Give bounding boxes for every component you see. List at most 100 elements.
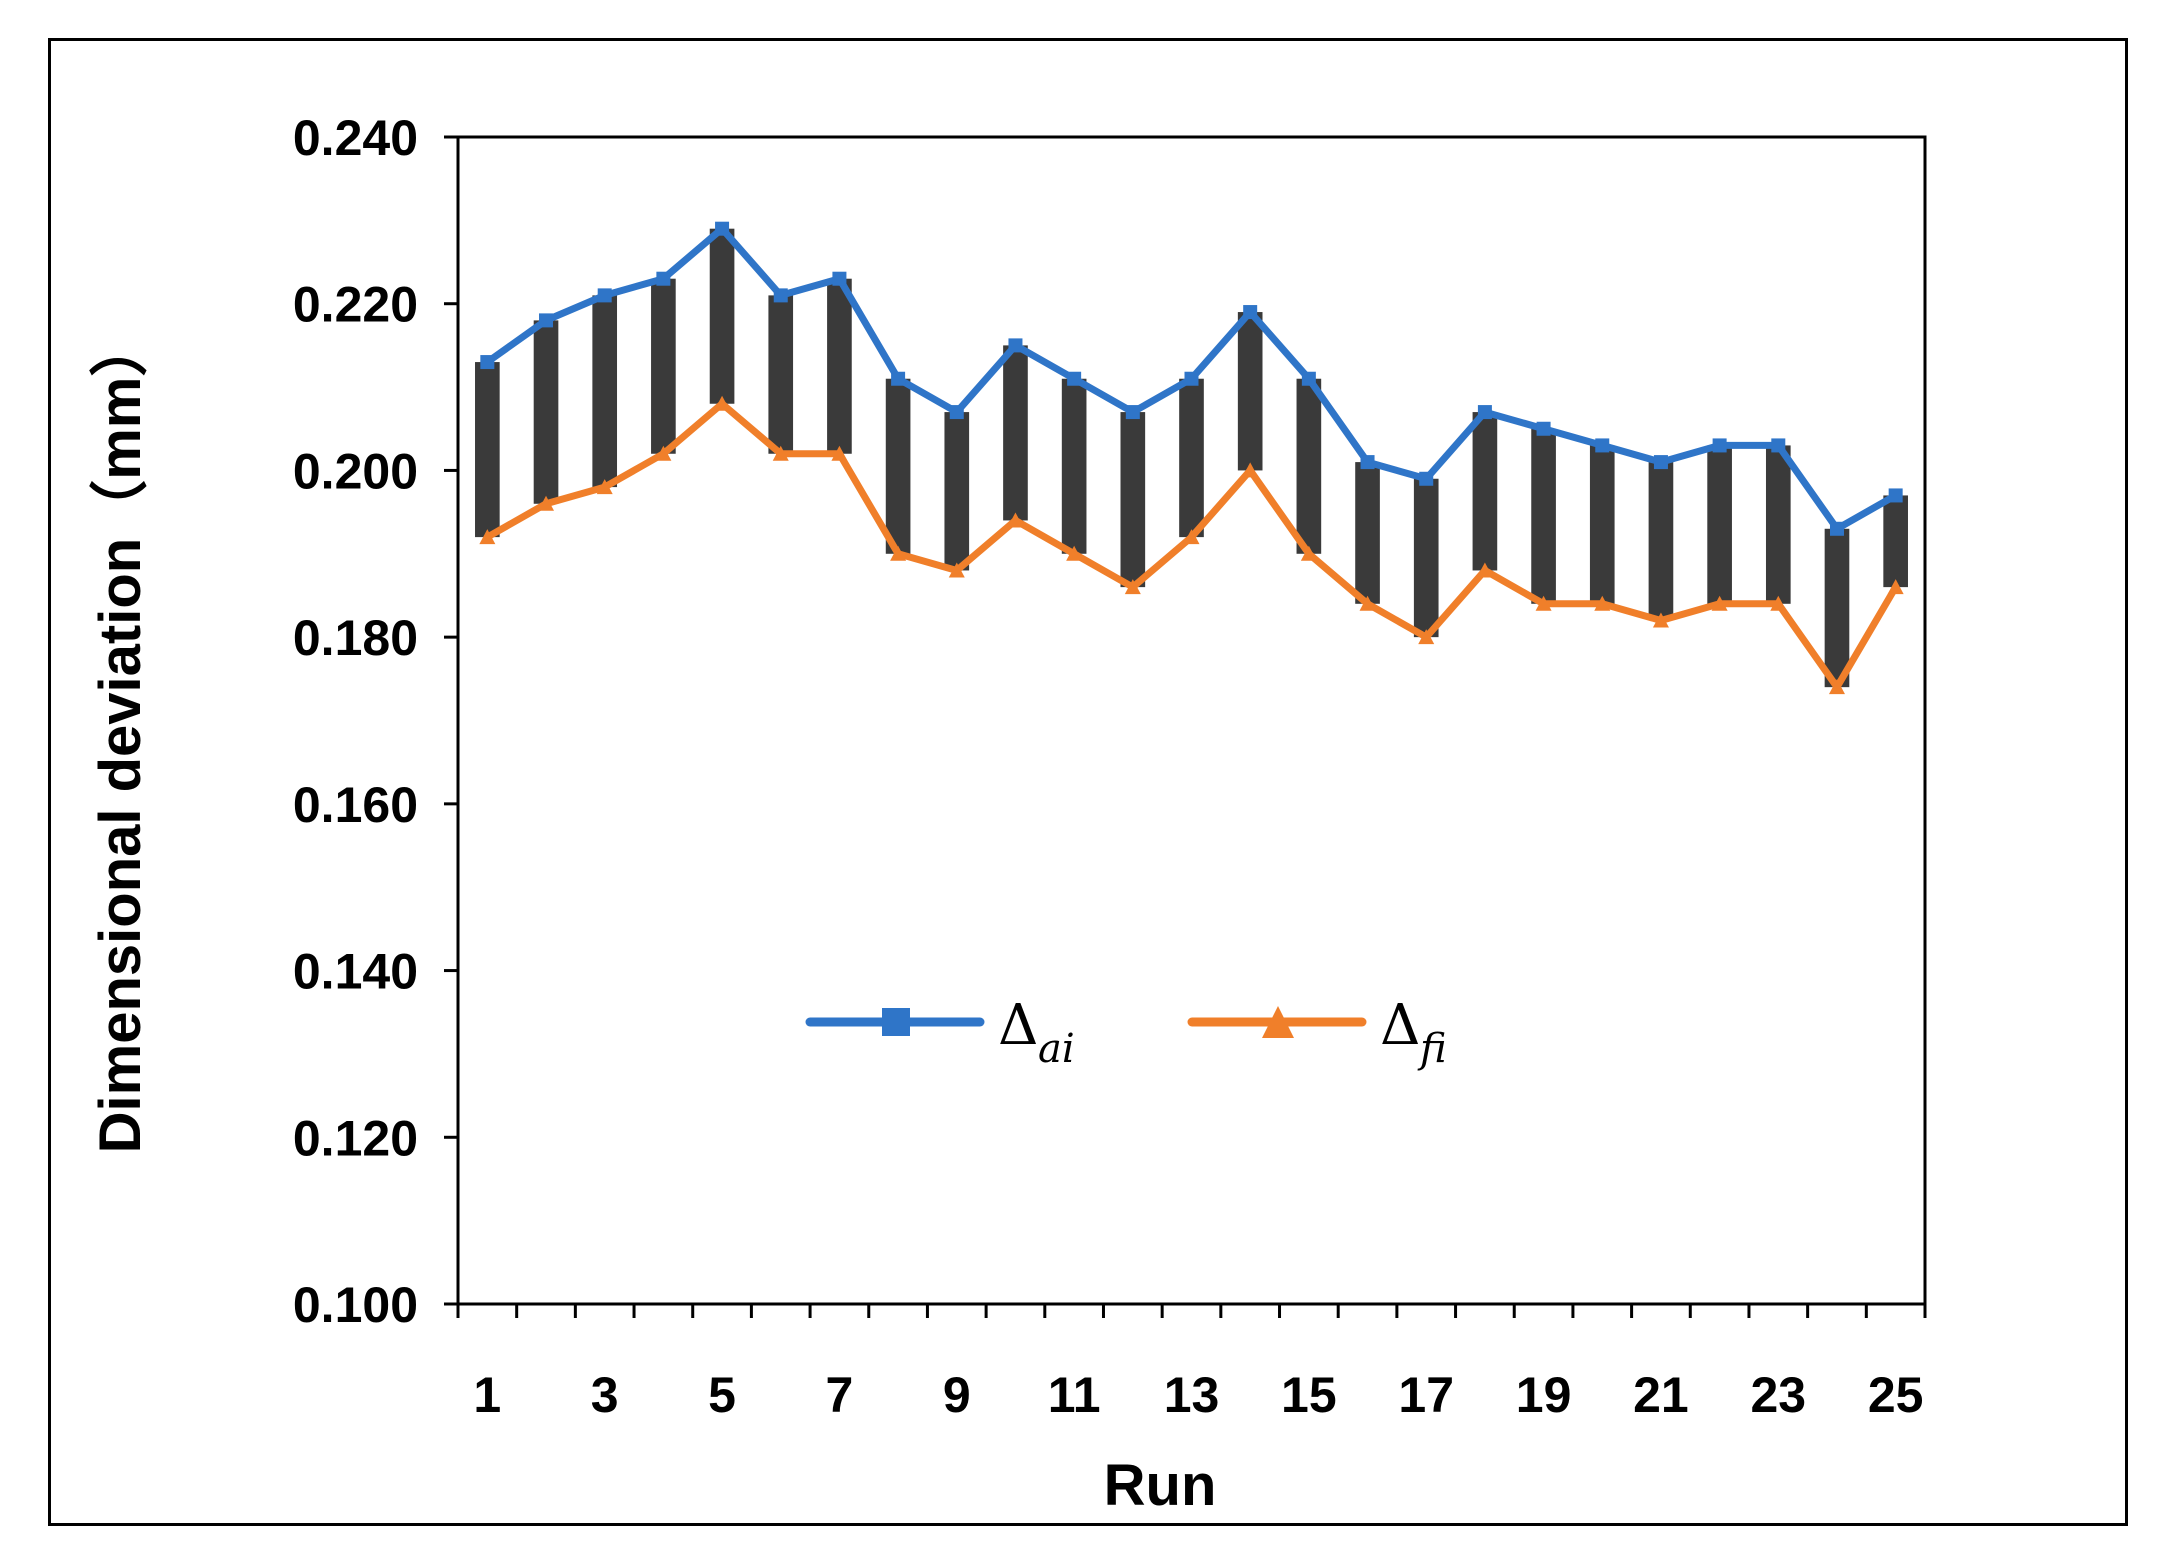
legend-marker-ai	[882, 1008, 910, 1036]
difference-bar	[1179, 378, 1204, 538]
data-point-fi	[1652, 612, 1669, 628]
data-point-ai	[1829, 521, 1844, 536]
data-point-ai	[1595, 438, 1610, 453]
difference-bar	[1707, 445, 1732, 604]
legend-label-fi: Δ	[1380, 993, 1420, 1058]
data-point-fi	[1066, 545, 1083, 561]
x-tick-label: 25	[1868, 1367, 1924, 1423]
series-lines	[479, 221, 1904, 695]
legend-label-subscript-ai: ai	[1038, 1026, 1075, 1072]
difference-bar	[1003, 345, 1028, 521]
data-point-fi	[1124, 579, 1141, 595]
data-point-fi	[1594, 595, 1611, 611]
legend-marker-fi	[1262, 1006, 1294, 1038]
difference-bar	[1824, 528, 1850, 688]
data-point-fi	[831, 445, 848, 461]
data-point-ai	[949, 405, 964, 420]
x-tick-label: 15	[1281, 1367, 1337, 1423]
difference-bar	[709, 228, 735, 404]
data-point-fi	[772, 445, 789, 461]
data-point-fi	[714, 395, 731, 411]
data-point-ai	[1125, 405, 1140, 420]
plot-area	[456, 135, 1927, 1306]
plot-frame	[456, 135, 1927, 1306]
data-point-fi	[1359, 595, 1376, 611]
x-tick-label: 7	[826, 1367, 854, 1423]
x-tick-label: 21	[1633, 1367, 1689, 1423]
data-point-fi	[1828, 679, 1845, 695]
data-point-fi	[1007, 512, 1024, 528]
difference-bar	[1355, 462, 1380, 604]
y-tick-label: 0.100	[293, 1277, 418, 1333]
data-point-fi	[1535, 595, 1552, 611]
figure-frame	[48, 38, 2128, 1526]
y-tick-label: 0.140	[293, 944, 418, 1000]
difference-bar	[1589, 445, 1615, 604]
data-point-ai	[1653, 455, 1668, 470]
data-point-fi	[1418, 629, 1435, 645]
difference-bar	[768, 295, 794, 454]
data-point-fi	[1476, 562, 1493, 578]
y-tick-label: 0.180	[293, 610, 418, 666]
difference-bar	[1883, 495, 1908, 588]
difference-bar	[475, 362, 500, 538]
legend-label-subscript-fi: fi	[1417, 1026, 1447, 1072]
x-tick-label: 13	[1164, 1367, 1220, 1423]
data-point-ai	[1712, 438, 1727, 453]
data-point-fi	[1887, 579, 1904, 595]
y-axis-title: Dimensional deviation（mm）	[88, 319, 153, 1154]
x-axis-title: Run	[1104, 1453, 1217, 1518]
x-tick-label: 1	[473, 1367, 501, 1423]
data-point-fi	[1242, 462, 1259, 478]
data-point-ai	[1301, 371, 1316, 386]
difference-bar	[1296, 378, 1322, 554]
x-tick-label: 11	[1048, 1367, 1101, 1423]
difference-bar	[651, 278, 676, 454]
y-tick-label: 0.200	[293, 443, 418, 499]
data-point-ai	[1243, 305, 1258, 320]
data-point-ai	[832, 271, 847, 286]
y-axis: 0.100 0.120 0.140 0.160 0.180 0.200 0.220 0.240	[293, 110, 458, 1333]
difference-bar	[827, 278, 852, 454]
data-point-fi	[655, 445, 672, 461]
data-point-fi	[538, 495, 555, 511]
data-point-ai	[597, 288, 612, 303]
data-point-ai	[715, 221, 730, 236]
difference-bar	[1531, 428, 1556, 604]
data-point-ai	[891, 371, 906, 386]
difference-bar	[1648, 462, 1674, 621]
difference-bar	[1237, 312, 1263, 471]
data-point-fi	[1300, 545, 1317, 561]
data-point-ai	[1008, 338, 1023, 353]
data-point-fi	[596, 479, 613, 495]
y-tick-label: 0.240	[293, 110, 418, 166]
data-point-fi	[479, 529, 496, 545]
difference-bar	[533, 320, 559, 504]
difference-bar	[1061, 378, 1087, 554]
data-point-ai	[1067, 371, 1082, 386]
data-point-ai	[656, 271, 671, 286]
data-point-ai	[1419, 471, 1434, 486]
data-point-fi	[1770, 595, 1787, 611]
x-tick-label: 5	[708, 1367, 736, 1423]
data-point-fi	[890, 545, 907, 561]
data-point-ai	[1888, 488, 1903, 503]
difference-bar	[1120, 412, 1146, 588]
data-point-ai	[1536, 421, 1551, 436]
y-tick-label: 0.220	[293, 277, 418, 333]
y-tick-label: 0.160	[293, 777, 418, 833]
legend-label-ai: Δ	[998, 993, 1038, 1058]
data-point-ai	[1477, 405, 1492, 420]
x-tick-label: 17	[1398, 1367, 1454, 1423]
difference-bar	[1765, 445, 1791, 604]
x-tick-label: 23	[1750, 1367, 1806, 1423]
x-tick-label: 9	[943, 1367, 971, 1423]
difference-bar	[944, 412, 970, 571]
data-point-ai	[1360, 455, 1375, 470]
x-tick-label: 3	[591, 1367, 619, 1423]
data-point-ai	[1771, 438, 1786, 453]
x-axis: 1 3 5 7 9 11 13 15 17 19 21 23 25	[456, 1304, 1927, 1423]
difference-bar	[592, 295, 618, 488]
